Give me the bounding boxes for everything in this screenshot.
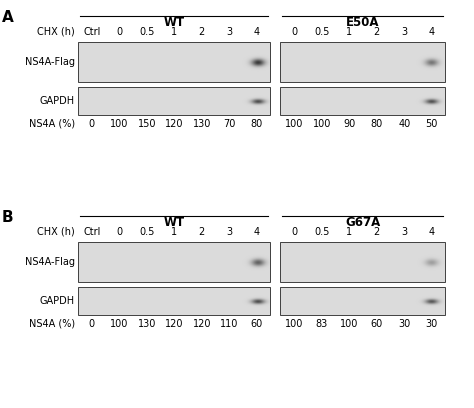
- Text: NS4A-Flag: NS4A-Flag: [25, 257, 75, 267]
- Text: 2: 2: [199, 227, 205, 237]
- Text: 3: 3: [401, 27, 407, 37]
- Text: 100: 100: [312, 119, 331, 129]
- Text: WT: WT: [164, 215, 185, 228]
- Text: Ctrl: Ctrl: [83, 227, 100, 237]
- Text: 30: 30: [398, 319, 410, 329]
- Bar: [78, 242, 271, 282]
- Text: Ctrl: Ctrl: [83, 27, 100, 37]
- Text: 4: 4: [254, 227, 260, 237]
- Text: G67A: G67A: [346, 215, 381, 228]
- Text: 120: 120: [165, 119, 183, 129]
- Text: 3: 3: [226, 227, 232, 237]
- Text: 0: 0: [291, 227, 297, 237]
- Text: 1: 1: [171, 27, 177, 37]
- Text: GAPDH: GAPDH: [40, 96, 75, 106]
- Text: 0: 0: [291, 27, 297, 37]
- Text: 100: 100: [285, 319, 303, 329]
- Text: 0.5: 0.5: [314, 27, 329, 37]
- Text: 100: 100: [110, 119, 128, 129]
- Text: 1: 1: [346, 27, 352, 37]
- Text: 150: 150: [137, 119, 156, 129]
- Text: 0: 0: [116, 27, 122, 37]
- Text: CHX (h): CHX (h): [37, 27, 75, 37]
- Text: 0: 0: [89, 119, 95, 129]
- Bar: [78, 87, 271, 115]
- Text: NS4A (%): NS4A (%): [29, 319, 75, 329]
- Text: 2: 2: [199, 27, 205, 37]
- Bar: [281, 287, 446, 315]
- Text: 100: 100: [110, 319, 128, 329]
- Text: 70: 70: [223, 119, 236, 129]
- Text: A: A: [2, 10, 14, 25]
- Text: 4: 4: [428, 27, 435, 37]
- Text: 130: 130: [137, 319, 156, 329]
- Text: 60: 60: [251, 319, 263, 329]
- Bar: [281, 242, 446, 282]
- Text: 80: 80: [251, 119, 263, 129]
- Text: 1: 1: [346, 227, 352, 237]
- Text: 120: 120: [192, 319, 211, 329]
- Text: 30: 30: [426, 319, 438, 329]
- Text: NS4A-Flag: NS4A-Flag: [25, 57, 75, 67]
- Text: 83: 83: [316, 319, 328, 329]
- Text: 0.5: 0.5: [314, 227, 329, 237]
- Text: 40: 40: [398, 119, 410, 129]
- Bar: [281, 42, 446, 82]
- Text: 2: 2: [374, 27, 380, 37]
- Text: 90: 90: [343, 119, 356, 129]
- Text: 2: 2: [374, 227, 380, 237]
- Text: 50: 50: [426, 119, 438, 129]
- Text: GAPDH: GAPDH: [40, 296, 75, 306]
- Text: 80: 80: [371, 119, 383, 129]
- Text: 1: 1: [171, 227, 177, 237]
- Text: 0: 0: [89, 319, 95, 329]
- Text: 3: 3: [401, 227, 407, 237]
- Text: 60: 60: [371, 319, 383, 329]
- Text: 0.5: 0.5: [139, 227, 155, 237]
- Text: 130: 130: [192, 119, 211, 129]
- Bar: [78, 287, 271, 315]
- Text: NS4A (%): NS4A (%): [29, 119, 75, 129]
- Text: B: B: [2, 210, 14, 225]
- Text: 120: 120: [165, 319, 183, 329]
- Text: 100: 100: [285, 119, 303, 129]
- Text: 0: 0: [116, 227, 122, 237]
- Bar: [281, 87, 446, 115]
- Text: WT: WT: [164, 16, 185, 29]
- Text: 100: 100: [340, 319, 358, 329]
- Text: 0.5: 0.5: [139, 27, 155, 37]
- Text: CHX (h): CHX (h): [37, 227, 75, 237]
- Bar: [78, 42, 271, 82]
- Text: 3: 3: [226, 27, 232, 37]
- Text: 4: 4: [254, 27, 260, 37]
- Text: 4: 4: [428, 227, 435, 237]
- Text: 110: 110: [220, 319, 238, 329]
- Text: E50A: E50A: [346, 16, 380, 29]
